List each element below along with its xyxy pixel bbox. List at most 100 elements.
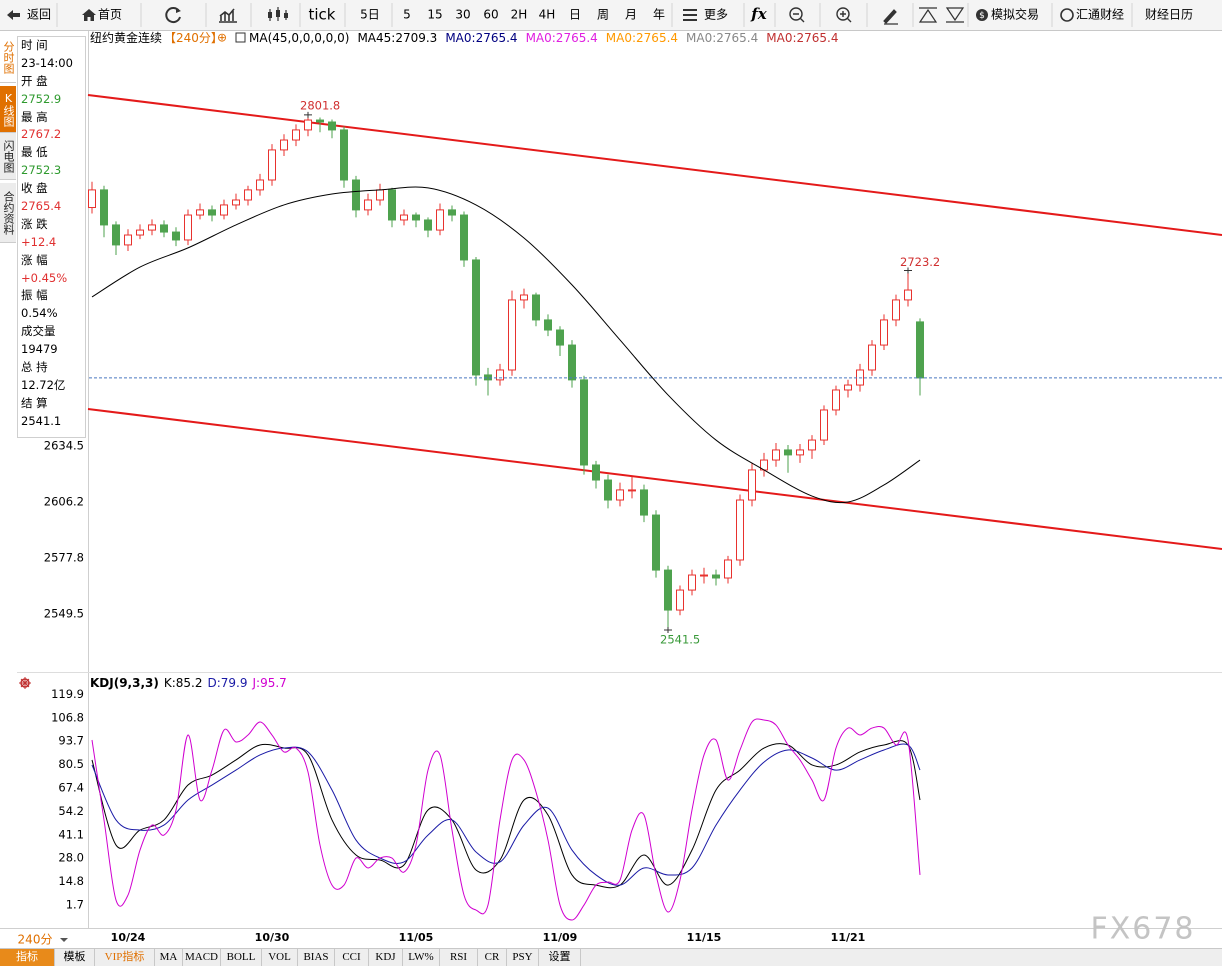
x-tick-label: 11/05 [399, 931, 434, 944]
side-tab[interactable]: K线图 [0, 86, 16, 133]
kdj-tick-label: 28.0 [58, 851, 84, 865]
candle-body [88, 189, 96, 209]
candle-body [784, 449, 792, 456]
candle-body [664, 569, 672, 611]
home-icon[interactable] [82, 9, 96, 21]
more-button[interactable]: 更多 [704, 8, 728, 22]
side-tab[interactable]: 分时图 [0, 33, 16, 83]
refresh-icon[interactable] [165, 7, 181, 24]
side-tab[interactable]: 合约资料 [0, 183, 16, 243]
kdj-tick-label: 14.8 [58, 874, 84, 888]
indicator-tab[interactable]: 模板 [55, 949, 95, 966]
home-button[interactable]: 首页 [98, 8, 122, 22]
indicator-tab[interactable]: CCI [335, 949, 369, 966]
chart-title: 纽约黄金连续 [90, 30, 162, 45]
period-button[interactable]: 月 [625, 8, 637, 22]
indicator-tab[interactable]: KDJ [369, 949, 403, 966]
candle-body [544, 319, 552, 331]
kdj-tick-label: 1.7 [66, 898, 84, 912]
period-button[interactable]: 2H [511, 8, 528, 22]
candle-body [820, 409, 828, 441]
candle-body [160, 224, 168, 233]
ma-readout: MA0:2765.4 [606, 31, 678, 45]
info-label: 最 高 [21, 109, 48, 124]
x-tick-label: 11/21 [831, 931, 866, 944]
chart-type-icon[interactable] [219, 8, 237, 23]
info-label: 结 算 [21, 395, 48, 410]
period-button[interactable]: 60 [483, 8, 498, 22]
info-value: 12.72亿 [21, 377, 66, 392]
candle-body [724, 559, 732, 579]
indicator-tab[interactable]: VOL [262, 949, 298, 966]
indicator-tab[interactable]: 指标 [0, 949, 55, 966]
huitong-button[interactable]: 汇通财经 [1076, 8, 1124, 22]
period-button[interactable]: 5日 [360, 8, 380, 22]
candle-icon-bodies [268, 10, 288, 18]
info-label: 最 低 [21, 145, 48, 160]
sim-trade-button[interactable]: 模拟交易 [991, 7, 1039, 22]
period-button[interactable]: 周 [597, 8, 609, 22]
candle-body [736, 499, 744, 561]
period-icon: ⊕ [217, 31, 227, 45]
triangle-down-icon[interactable] [945, 7, 965, 23]
indicator-tab[interactable]: MA [155, 949, 183, 966]
info-value: 23-14:00 [21, 55, 73, 70]
candle-body [652, 514, 660, 571]
candle-body [328, 121, 336, 131]
period-button[interactable]: 日 [569, 8, 581, 22]
fx-button[interactable]: fx [750, 5, 767, 23]
period-button[interactable]: tick [309, 6, 336, 24]
indicator-tab[interactable]: LW% [403, 949, 440, 966]
ma-readout: MA45:2709.3 [357, 31, 437, 45]
toolbar [0, 0, 1222, 30]
period-select[interactable]: 240分 [18, 933, 53, 947]
ma-icon [235, 32, 246, 43]
triangle-up-icon[interactable] [918, 7, 938, 23]
period-button[interactable]: 4H [539, 8, 556, 22]
more-icon[interactable] [683, 9, 697, 21]
period-button[interactable]: 15 [427, 8, 442, 22]
indicator-tab[interactable]: BIAS [298, 949, 335, 966]
draw-icon[interactable] [883, 9, 898, 25]
zoom-in-icon[interactable] [836, 7, 850, 21]
zoom-out-icon[interactable] [789, 7, 803, 21]
period-button[interactable]: 年 [653, 8, 665, 22]
calendar-button[interactable]: 财经日历 [1145, 8, 1193, 22]
candle-body [772, 449, 780, 461]
candle-body [268, 149, 276, 181]
indicator-tab[interactable]: VIP指标 [95, 949, 155, 966]
indicator-tab[interactable]: 设置 [539, 949, 581, 966]
zoom-in-mark [840, 11, 852, 23]
info-label: 振 幅 [21, 288, 48, 303]
back-button[interactable]: 返回 [27, 8, 51, 22]
indicator-tab[interactable]: PSY [507, 949, 539, 966]
candle-body [700, 574, 708, 577]
y-tick-label: 2606.2 [44, 494, 84, 508]
candle-body [100, 189, 108, 226]
indicator-tab[interactable]: MACD [183, 949, 221, 966]
indicator-tab[interactable]: BOLL [221, 949, 262, 966]
side-tab[interactable]: 闪电图 [0, 133, 16, 180]
period-button[interactable]: 5 [403, 8, 411, 22]
sim-trade-icon[interactable] [976, 9, 988, 21]
kdj-title: KDJ(9,3,3) [90, 676, 159, 690]
kdj-readout: K:85.2 [164, 676, 203, 690]
kdj-tick-label: 106.8 [51, 710, 84, 724]
huitong-icon[interactable] [1060, 8, 1074, 22]
candle-body [496, 369, 504, 381]
candle-body [244, 189, 252, 201]
indicator-tabs: 指标 模板 VIP指标 MA MACD BOLL VOL BIAS CCI KDJ LW% RSI CR… [0, 948, 1222, 966]
extreme-marker [304, 111, 312, 118]
candle-body [844, 384, 852, 391]
indicator-tab[interactable]: CR [478, 949, 507, 966]
period-select-arrow[interactable] [60, 938, 68, 942]
kdj-settings-icon[interactable] [19, 677, 31, 689]
candle-body [712, 574, 720, 579]
info-label: 涨 跌 [21, 216, 48, 231]
candle-body [220, 204, 228, 216]
back-icon[interactable] [7, 10, 20, 20]
period-button[interactable]: 30 [455, 8, 470, 22]
indicator-tab[interactable]: RSI [440, 949, 478, 966]
ma-line [91, 186, 921, 504]
